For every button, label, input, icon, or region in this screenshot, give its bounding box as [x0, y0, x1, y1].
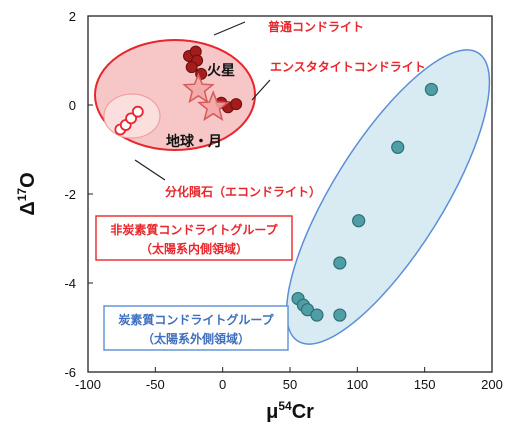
- data-point-series-3: [333, 308, 347, 322]
- data-point-series-2: [131, 105, 144, 118]
- x-tick-label: 200: [481, 377, 503, 392]
- leader-enstatite: [251, 79, 271, 101]
- cc-group-box: [103, 305, 289, 351]
- nc-group-subtitle: （太陽系内側領域）: [140, 241, 248, 256]
- y-axis-label-base: Δ: [17, 201, 39, 215]
- label-achondrite: 分化隕石（エコンドライト）: [165, 184, 321, 199]
- y-axis-label: Δ17O: [15, 172, 39, 215]
- star-mars: [182, 72, 215, 104]
- data-point-series-2: [125, 112, 137, 125]
- label-enstatite-chondrite: エンスタタイトコンドライト: [270, 60, 426, 74]
- x-tick-label: -100: [75, 377, 101, 392]
- data-point-series-3: [352, 214, 366, 228]
- data-point-series-3: [333, 256, 347, 270]
- nc-group-title: 非炭素質コンドライトグループ: [110, 222, 278, 237]
- planet-stars: [182, 72, 230, 122]
- y-tick-label: 2: [69, 9, 76, 24]
- star-earth-moon: [197, 90, 230, 122]
- x-tick-label: 150: [414, 377, 436, 392]
- y-tick-label: 0: [69, 98, 76, 113]
- x-tick-label: 0: [219, 377, 226, 392]
- data-point-series-1: [230, 98, 243, 111]
- label-ordinary-chondrite: 普通コンドライト: [268, 19, 364, 34]
- x-tick-label: -50: [146, 377, 165, 392]
- y-tick-label: -6: [64, 365, 76, 380]
- data-point-series-3: [424, 82, 438, 97]
- y-axis-label-sup: 17: [15, 188, 29, 202]
- data-point-series-0: [185, 61, 198, 74]
- leader-ordinary: [213, 21, 246, 36]
- x-axis-label-tail: Cr: [292, 401, 314, 423]
- y-tick-label: -4: [64, 276, 76, 291]
- x-tick-label: 100: [346, 377, 368, 392]
- cc-region-ellipse: [285, 49, 491, 345]
- x-axis-label: μ54Cr: [266, 399, 314, 423]
- label-mars: 火星: [207, 63, 235, 79]
- y-axis-label-tail: O: [17, 172, 39, 188]
- x-axis-label-sup: 54: [278, 399, 292, 413]
- y-tick-label: -2: [64, 187, 76, 202]
- data-point-series-3: [391, 140, 405, 154]
- nc-group-box: [95, 215, 293, 261]
- axis-ticks: -100 -50 0 50 100 150 200 -6 -4 -2 0 2: [64, 9, 502, 392]
- leader-achondrite: [134, 159, 166, 181]
- label-earth-moon: 地球・月: [166, 133, 222, 150]
- cc-group-title: 炭素質コンドライトグループ: [118, 312, 274, 327]
- data-point-series-3: [310, 308, 324, 322]
- x-tick-label: 50: [283, 377, 297, 392]
- x-axis-label-base: μ: [266, 401, 278, 423]
- cc-group-subtitle: （太陽系外側領域）: [142, 331, 250, 346]
